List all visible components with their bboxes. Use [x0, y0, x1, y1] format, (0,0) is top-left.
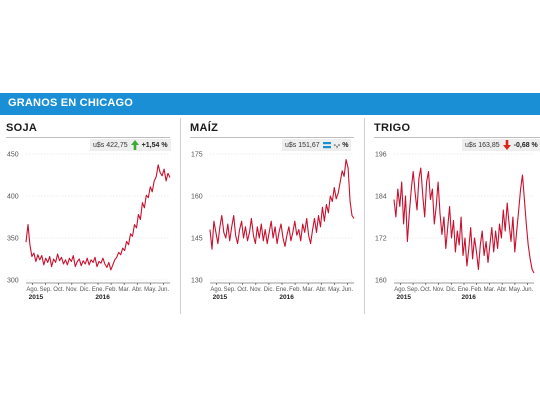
x-tick-label: Jun. [522, 287, 534, 293]
price-value: u$s 151,67 [285, 141, 320, 149]
banner-title: GRANOS EN CHICAGO [8, 97, 134, 109]
change-value: -0,68 % [513, 141, 538, 149]
quote-box: u$s 151,67 -,- % [282, 139, 352, 151]
x-tick-label: Sep. [407, 287, 420, 293]
y-tick-label: 160 [375, 278, 387, 285]
year-label: 2015 [213, 294, 228, 301]
arrow-down-icon [502, 140, 511, 150]
year-label: 2016 [461, 294, 476, 301]
year-label: 2015 [397, 294, 412, 301]
x-tick-label: Dic. [264, 287, 275, 293]
line-chart-soja: 300 350 400 450 Ago. Sep. Oct. Nov. Dic. Ene. Feb.… [7, 152, 171, 301]
chart-title: MAÍZ [190, 122, 219, 134]
chart-title: TRIGO [374, 122, 411, 134]
title-rule [374, 137, 540, 138]
banner: GRANOS EN CHICAGO [0, 93, 540, 115]
equal-icon [322, 142, 331, 149]
x-tick-label: Nov. [433, 287, 445, 293]
x-tick-label: Ago. [26, 287, 39, 293]
price-series-line [393, 167, 535, 274]
year-label: 2016 [95, 294, 110, 301]
x-tick-label: May. [144, 287, 157, 293]
y-tick-label: 172 [375, 236, 387, 243]
quote-box: u$s 422,75 +1,54 % [90, 139, 171, 151]
x-tick-label: Oct. [237, 287, 248, 293]
y-tick-label: 196 [375, 152, 387, 159]
y-tick-label: 145 [191, 236, 203, 243]
y-tick-label: 130 [191, 278, 203, 285]
x-tick-label: Feb. [289, 287, 301, 293]
price-series-line [25, 164, 171, 271]
y-tick-label: 160 [191, 194, 203, 201]
y-tick-label: 300 [7, 278, 19, 285]
x-tick-label: Dic. [446, 287, 457, 293]
change-value: +1,54 % [141, 141, 168, 149]
x-tick-label: Ago. [394, 287, 407, 293]
y-tick-label: 184 [375, 194, 387, 201]
panel-divider [180, 118, 181, 314]
x-tick-label: Feb. [105, 287, 117, 293]
x-tick-label: Ene. [92, 287, 105, 293]
price-value: u$s 422,75 [93, 141, 128, 149]
chart-panel-soja: SOJA u$s 422,75 +1,54 % 300 350 400 450 Ago.… [6, 118, 176, 314]
x-tick-label: Dic. [80, 287, 91, 293]
line-chart-maiz: 130 145 160 175 Ago. Sep. Oct. Nov. Dic. Ene. Feb.… [191, 152, 355, 301]
panel-divider [364, 118, 365, 314]
year-label: 2015 [29, 294, 44, 301]
chart-panel-maiz: MAÍZ u$s 151,67 -,- % 130 145 160 175 Ago. Se… [190, 118, 360, 314]
x-tick-label: Abr. [132, 287, 143, 293]
x-tick-label: Nov. [250, 287, 262, 293]
x-tick-label: Abr. [316, 287, 327, 293]
x-tick-label: Sep. [39, 287, 52, 293]
x-tick-label: Jun. [158, 287, 170, 293]
y-tick-label: 400 [7, 194, 19, 201]
chart-panel-trigo: TRIGO u$s 163,85 -0,68 % 160 172 184 196 Ago… [374, 118, 540, 314]
x-tick-label: Abr. [497, 287, 508, 293]
quote-box: u$s 163,85 -0,68 % [462, 139, 540, 151]
change-value: -,- % [333, 141, 349, 149]
title-rule [6, 137, 170, 138]
x-tick-label: Jun. [342, 287, 354, 293]
chart-title: SOJA [6, 122, 38, 134]
y-tick-label: 350 [7, 236, 19, 243]
x-tick-label: Ago. [210, 287, 223, 293]
x-tick-label: Oct. [53, 287, 64, 293]
x-tick-label: Sep. [223, 287, 236, 293]
x-tick-label: Ene. [276, 287, 289, 293]
x-tick-label: May. [509, 287, 522, 293]
price-series-line [209, 159, 355, 250]
x-tick-label: Mar. [118, 287, 130, 293]
title-rule [190, 137, 354, 138]
y-tick-label: 450 [7, 152, 19, 159]
price-value: u$s 163,85 [465, 141, 500, 149]
x-tick-label: Mar. [302, 287, 314, 293]
x-tick-label: Oct. [420, 287, 431, 293]
line-chart-trigo: 160 172 184 196 Ago. Sep. Oct. Nov. Dic. Ene. Feb.… [375, 152, 535, 301]
arrow-up-icon [130, 140, 139, 150]
x-tick-label: Feb. [471, 287, 483, 293]
x-tick-label: Nov. [66, 287, 78, 293]
y-tick-label: 175 [191, 152, 203, 159]
x-tick-label: Ene. [458, 287, 471, 293]
x-tick-label: May. [328, 287, 341, 293]
x-tick-label: Mar. [484, 287, 496, 293]
year-label: 2016 [279, 294, 294, 301]
